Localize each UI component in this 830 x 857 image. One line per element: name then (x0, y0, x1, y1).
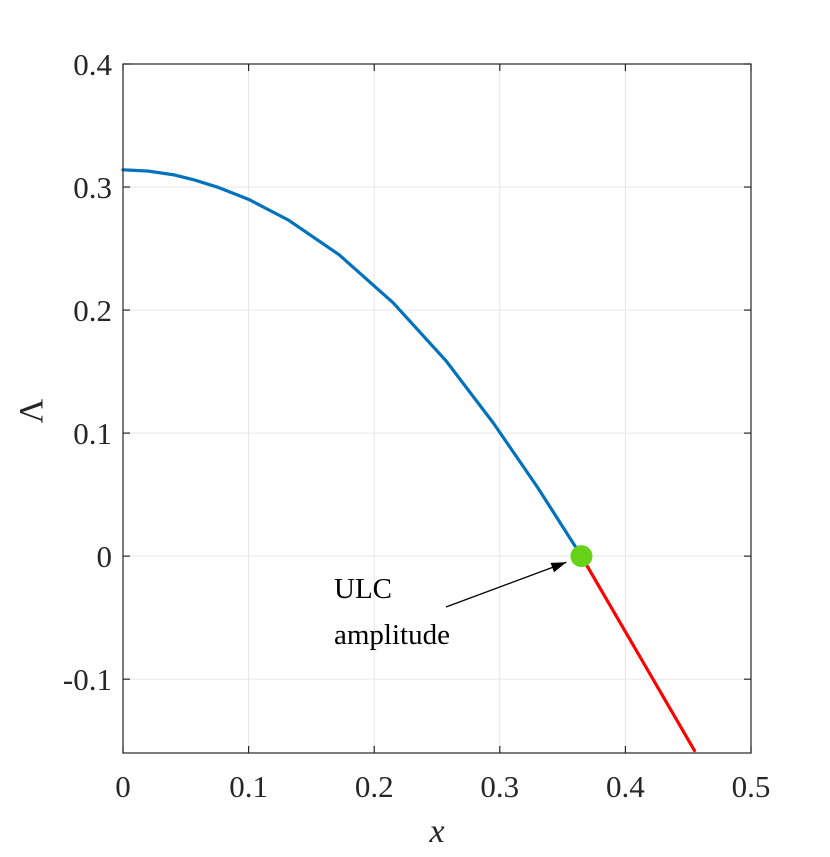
annotation-arrow-head (550, 562, 567, 573)
x-tick-label: 0.1 (229, 769, 268, 804)
x-tick-label: 0 (115, 769, 131, 804)
y-tick-label: 0.4 (73, 47, 112, 82)
x-tick-label: 0.3 (480, 769, 519, 804)
series-line-0 (121, 168, 584, 558)
series-line-1 (579, 554, 697, 753)
x-tick-label: 0.5 (732, 769, 771, 804)
series-layer (121, 168, 697, 753)
x-axis-label: x (428, 813, 444, 850)
ulc-point (570, 545, 593, 568)
annotation-line-2: amplitude (334, 619, 450, 651)
y-axis-label: Λ (13, 398, 50, 423)
annotation-arrow-shaft (445, 561, 567, 608)
y-tick-label: 0 (97, 539, 113, 574)
x-tick-label: 0.4 (606, 769, 645, 804)
annotation: ULC amplitude (334, 561, 567, 651)
y-tick-label: -0.1 (63, 662, 112, 697)
y-tick-label: 0.2 (73, 293, 112, 328)
axes-frame (122, 63, 752, 754)
y-tick-label: 0.1 (73, 416, 112, 451)
annotation-line-1: ULC (334, 573, 392, 605)
tick-labels: 0 0.1 0.2 0.3 0.4 0.5 0.4 0.3 0.2 0.1 0 -0.1 (63, 47, 770, 804)
y-tick-label: 0.3 (73, 170, 112, 205)
x-tick-label: 0.2 (355, 769, 394, 804)
axes-box (122, 63, 752, 754)
